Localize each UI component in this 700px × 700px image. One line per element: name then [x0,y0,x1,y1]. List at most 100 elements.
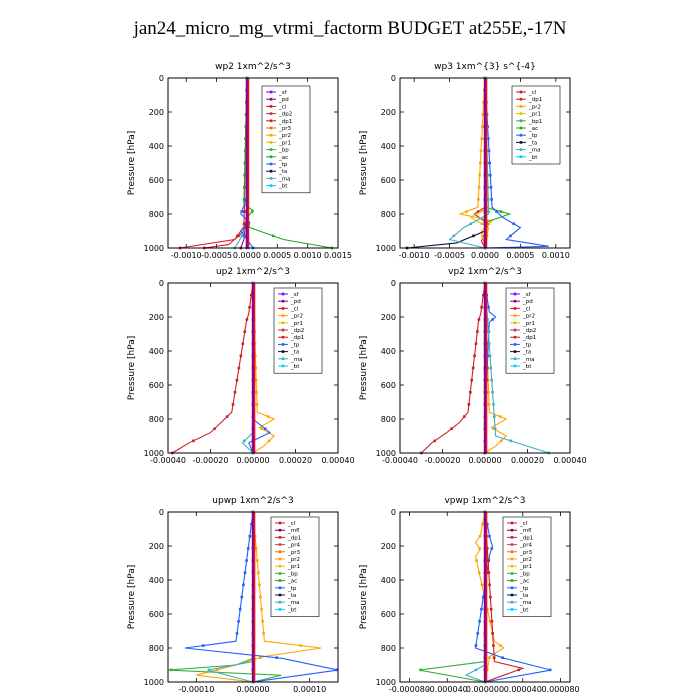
data-point [245,318,249,321]
data-point [486,607,489,611]
data-point [201,644,205,647]
data-point [499,439,503,443]
data-point [477,198,480,201]
legend-marker [278,564,282,568]
legend-label: _dp1 [528,97,542,103]
legend-marker [519,126,523,130]
data-point [486,125,489,128]
x-tick-label: 0.000040 [504,685,542,694]
data-point [480,222,484,226]
data-point [487,390,490,394]
plot-frame [167,511,339,683]
legend-marker [269,184,273,187]
data-point [477,318,481,321]
data-point [243,571,247,575]
legend-marker [510,550,514,554]
data-point [240,234,244,238]
data-point [477,185,481,189]
data-point [258,583,261,587]
legend-marker [281,328,285,332]
legend-marker [269,169,273,173]
legend-marker [281,299,285,303]
panel-title: up2 1xm^2/s^3 [216,267,290,277]
data-point [493,427,497,431]
series-line [448,77,490,249]
data-point [469,222,473,226]
data-point [474,342,478,346]
data-point [254,378,258,382]
legend-label: _pr1 [290,321,303,327]
legend-label: _pr1 [278,140,291,146]
series-line [180,78,248,249]
x-tick-label: 0.0000 [233,251,261,260]
data-point [467,403,471,406]
legend-label: _ta [519,593,528,599]
legend-label: _ma [519,600,531,606]
data-point [489,366,493,370]
data-point [235,632,239,635]
legend-marker [510,600,514,604]
data-point [512,222,515,226]
legend-marker [269,155,273,159]
x-tick-label: -0.000040 [427,685,468,694]
x-tick-label: 0.000080 [541,685,579,694]
legend-label: _bp [519,571,530,577]
x-tick-label: 0.00010 [293,685,326,694]
y-tick-label: 0 [159,74,164,83]
y-tick-label: 200 [381,108,396,117]
data-point [478,534,482,538]
y-tick-label: 0 [391,508,396,517]
data-point [481,595,485,599]
legend-marker [278,557,282,561]
data-point [191,439,195,443]
legend-marker [513,364,517,368]
plot-frame [167,282,339,454]
data-point [237,619,240,623]
data-point [242,583,245,587]
legend-marker [510,557,514,561]
legend-marker [510,564,514,568]
data-point [262,632,265,635]
legend-label: _cl [519,521,528,527]
legend-marker [278,550,282,554]
panel-5: upwp 1xm^2/s^3 Pressure [hPa] 0 200 400 600 80… [127,496,339,694]
data-point [491,632,494,635]
legend-label: _bt [287,607,297,613]
y-tick-label: 400 [149,576,164,585]
legend-label: _ac [519,579,529,585]
legend-label: _cl [522,306,531,312]
y-tick-label: 1000 [376,449,396,458]
legend-marker [278,528,282,532]
legend-label: _dp1 [278,119,292,125]
legend-label: _ma [528,148,540,154]
y-tick-label: 600 [381,610,396,619]
legend-label: _dp1 [522,335,536,341]
legend-label: _bp1 [528,119,542,125]
legend-label: _tp [528,133,538,139]
legend-marker [510,572,514,575]
legend-label: _bt [528,155,538,161]
legend-label: _pr1 [522,321,535,327]
legend-label: _ta [522,350,531,356]
legend-marker [269,119,273,123]
data-point [237,234,240,238]
legend-marker [278,600,282,604]
y-axis-label: Pressure [hPa] [127,336,137,401]
data-point [245,559,248,562]
data-point [495,210,498,213]
legend-marker [510,521,514,525]
legend-label: _ma [278,176,290,182]
y-tick-label: 0 [391,74,396,83]
legend-marker [281,321,285,325]
y-tick-label: 1000 [144,678,164,687]
y-tick-label: 600 [381,176,396,185]
x-tick-label: 0.0010 [294,251,322,260]
y-tick-label: 200 [381,313,396,322]
legend-marker [281,343,285,346]
data-point [486,198,490,201]
legend-label: _cl [287,521,296,527]
data-point [465,210,468,213]
legend-marker [281,292,285,296]
data-point [243,161,247,165]
data-point [472,234,475,238]
